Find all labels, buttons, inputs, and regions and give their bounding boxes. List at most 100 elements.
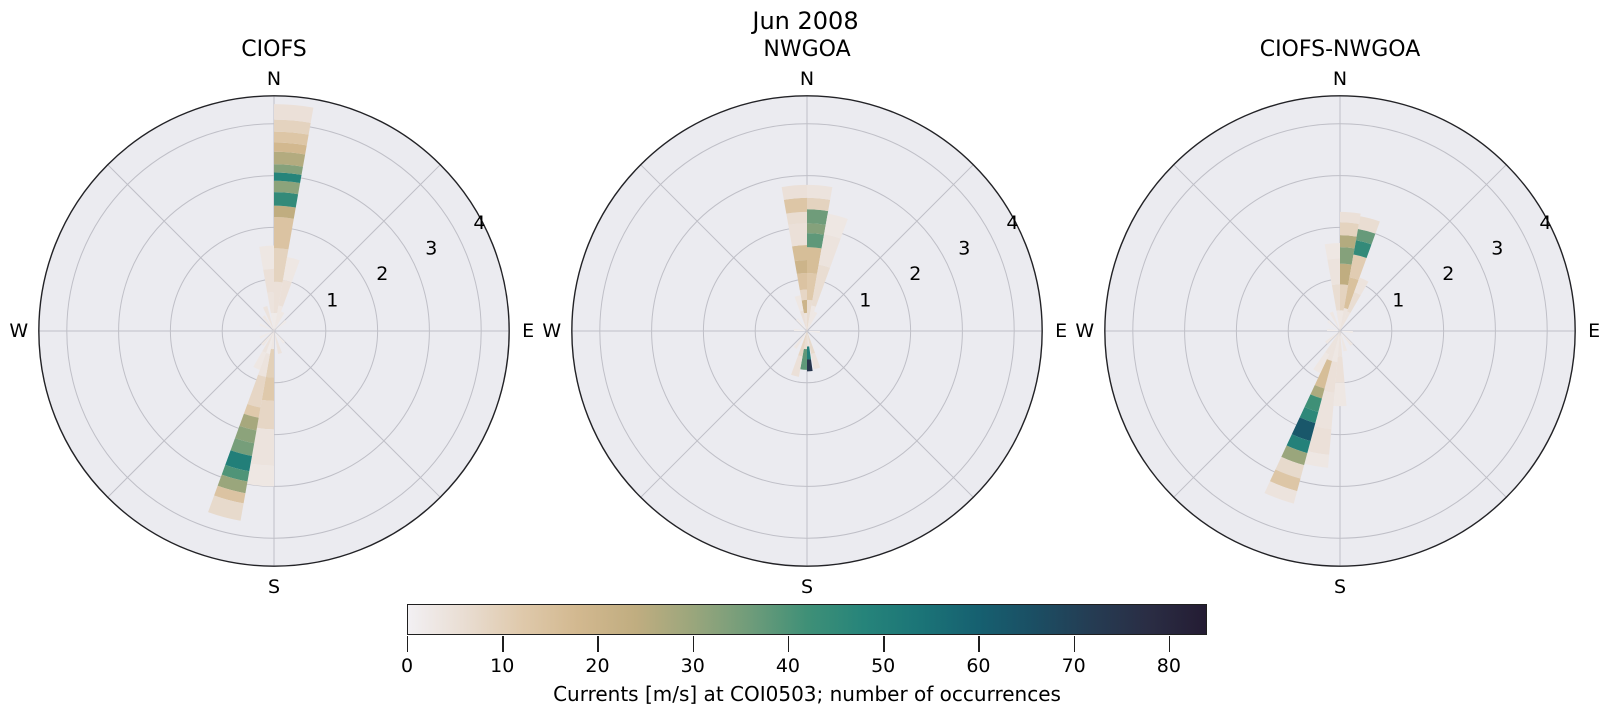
grid-spoke <box>1173 330 1341 498</box>
rose-plot-ciofs-nwgoa: N E S W 1 2 3 4 <box>1075 68 1600 598</box>
rose-petal-segment <box>1325 331 1340 344</box>
rose-petal-segment <box>258 352 270 377</box>
rose-plot-ciofs: N E S W 1 2 3 4 <box>9 68 534 598</box>
rose-petal-segment <box>274 312 278 331</box>
colorbar-tick-mark <box>502 636 504 652</box>
rose-petal-segment <box>1299 407 1319 424</box>
rose-petal-segment <box>796 318 807 331</box>
rose-petal-segment <box>274 320 287 331</box>
rose-petal-segment <box>791 355 803 377</box>
radial-tick-label: 3 <box>1491 237 1503 259</box>
rose-petal-segment <box>230 438 255 456</box>
rose-petal-segment <box>807 272 818 301</box>
rose-petal-segment <box>807 311 818 331</box>
rose-petal-segment <box>250 427 274 466</box>
grid-spoke <box>107 330 275 498</box>
rose-petal-segment <box>1340 308 1348 331</box>
rose-petal-segment <box>274 281 283 314</box>
panel-title-nwgoa: NWGOA <box>763 37 851 62</box>
rose-petal-segment <box>274 217 294 250</box>
rose-petal-segment <box>225 450 252 472</box>
rose-petal-segment <box>1323 361 1338 393</box>
rose-petal-segment <box>1340 331 1353 346</box>
rose-petal-segment <box>807 184 833 200</box>
rose-petal-segment <box>1281 445 1308 466</box>
rose-petal-segment <box>274 131 309 146</box>
rose-petal-segment <box>239 413 259 431</box>
radial-tick-label: 2 <box>376 263 388 285</box>
rose-petal-segment <box>256 399 274 430</box>
rose-petal-segment <box>221 464 250 482</box>
rose-petal-segment <box>1269 469 1301 492</box>
radial-tick-label: 4 <box>473 212 485 234</box>
rose-petal-segment <box>1307 426 1332 455</box>
rose-petal-segment <box>799 289 807 301</box>
grid-spoke <box>107 164 275 332</box>
rose-petal-segment <box>1327 328 1340 331</box>
colorbar-tick-mark <box>978 636 980 652</box>
rose-petal-segment <box>270 312 274 331</box>
rose-petal-segment <box>807 209 829 225</box>
rose-petal-segment <box>259 323 274 331</box>
colorbar-tick-mark <box>787 636 790 652</box>
compass-label-south: S <box>801 576 813 598</box>
rose-petal-segment <box>274 248 289 283</box>
rose-petal-segment <box>1314 391 1335 430</box>
rose-petal-segment <box>798 331 807 357</box>
rose-petal-segment <box>274 311 285 331</box>
rose-petal-segment <box>1337 331 1343 357</box>
radial-tick-label: 4 <box>1006 212 1018 234</box>
rose-petal-segment <box>263 268 274 293</box>
rose-petal-segment <box>807 346 811 360</box>
rose-petal-segment <box>1340 247 1355 265</box>
rose-petal-segment <box>783 197 807 214</box>
radial-tick-label: 1 <box>859 289 871 311</box>
rose-petal-segment <box>793 331 807 349</box>
rose-petal-segment <box>274 305 283 331</box>
rose-petal-segment <box>208 495 244 521</box>
rose-petal-segment <box>265 348 274 378</box>
rose-petal-segment <box>1340 235 1357 249</box>
rose-petal-segment <box>274 180 301 195</box>
grid-spoke <box>273 330 441 498</box>
radial-tick-label: 2 <box>1442 263 1454 285</box>
figure-suptitle: Jun 2008 <box>752 7 859 35</box>
grid-spoke <box>806 330 974 498</box>
rose-petal-segment <box>1310 384 1325 399</box>
rose-petal-segment <box>1333 382 1347 407</box>
rose-petal-segment <box>807 331 820 334</box>
grid-spoke <box>1339 330 1507 498</box>
rose-petal-segment <box>1304 451 1330 468</box>
colorbar-tick-label: 20 <box>585 655 610 677</box>
rose-petal-segment <box>274 205 296 219</box>
rose-petal-segment <box>262 331 274 353</box>
radial-tick-label: 2 <box>909 263 921 285</box>
compass-label-south: S <box>1334 576 1346 598</box>
rose-petal-segment <box>796 272 807 291</box>
colorbar-tick-label: 0 <box>400 655 414 677</box>
grid-spoke <box>1339 164 1507 332</box>
colorbar-tick-mark <box>883 636 885 652</box>
rose-petal-segment <box>803 312 807 331</box>
rose-petal-segment <box>786 211 807 225</box>
grid-spoke <box>1173 164 1341 332</box>
rose-petal-segment <box>1340 311 1351 331</box>
compass-label-south: S <box>268 576 280 598</box>
rose-petal-segment <box>807 359 813 372</box>
grid-spoke <box>806 164 974 332</box>
rose-petal-segment <box>818 234 841 268</box>
rose-petal-segment <box>1329 311 1340 331</box>
compass-label-west: W <box>9 320 28 342</box>
rose-petal-segment <box>794 328 807 331</box>
rose-petal-segment <box>1314 359 1332 389</box>
rose-petal-segment <box>811 352 821 370</box>
rose-petal-segment <box>278 279 292 307</box>
rose-petal-segment <box>1331 331 1340 362</box>
rose-petal-segment <box>274 142 307 155</box>
grid-spoke <box>273 164 441 332</box>
rose-petal-segment <box>274 331 282 354</box>
rose-petal-segment <box>801 299 807 314</box>
radial-tick-label: 1 <box>326 289 338 311</box>
